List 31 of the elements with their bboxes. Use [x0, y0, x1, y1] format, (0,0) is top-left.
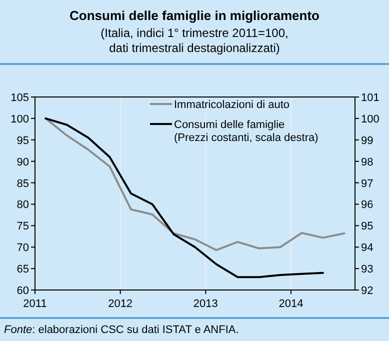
y-tick-label: 85 [16, 178, 29, 190]
x-tick-label: 2013 [193, 298, 218, 310]
source-note: Fonte: elaborazioni CSC su dati ISTAT e ANFIA. [4, 324, 239, 336]
y-tick-label: 60 [16, 285, 29, 297]
line-series [44, 117, 324, 278]
y2-tick-label: 101 [361, 92, 380, 104]
y2-tick-label: 95 [361, 220, 374, 233]
y2-tick-label: 93 [361, 264, 374, 276]
legend-label: Consumi delle famiglie (Prezzi costanti, scala destra) [174, 119, 318, 144]
y-tick-label: 95 [16, 134, 29, 147]
chart-title: Consumi delle famiglie in miglioramento [70, 8, 320, 23]
y-tick-label: 80 [16, 199, 29, 212]
y2-tick-label: 100 [361, 113, 380, 126]
y-tick-label: 70 [16, 242, 29, 254]
y2-tick-label: 98 [361, 156, 374, 168]
chart-subtitle: (Italia, indici 1° trimestre 2011=100, dati trimestrali destagionalizzati) [100, 26, 288, 55]
y2-tick-label: 94 [361, 242, 374, 254]
y-tick-label: 90 [16, 156, 29, 168]
y2-tick-label: 96 [361, 199, 374, 212]
line-series [44, 117, 346, 252]
y2-tick-label: 99 [361, 134, 374, 147]
x-tick-label: 2011 [23, 298, 47, 310]
y-tick-label: 75 [16, 220, 29, 233]
x-tick-label: 2012 [108, 298, 133, 310]
y2-tick-label: 97 [361, 178, 374, 190]
x-tick-label: 2014 [278, 298, 304, 310]
y-tick-label: 100 [10, 113, 29, 126]
y-tick-label: 65 [16, 264, 29, 276]
y-tick-label: 105 [10, 92, 29, 104]
y2-tick-label: 92 [361, 285, 374, 297]
legend-label: Immatricolazioni di auto [174, 99, 290, 111]
